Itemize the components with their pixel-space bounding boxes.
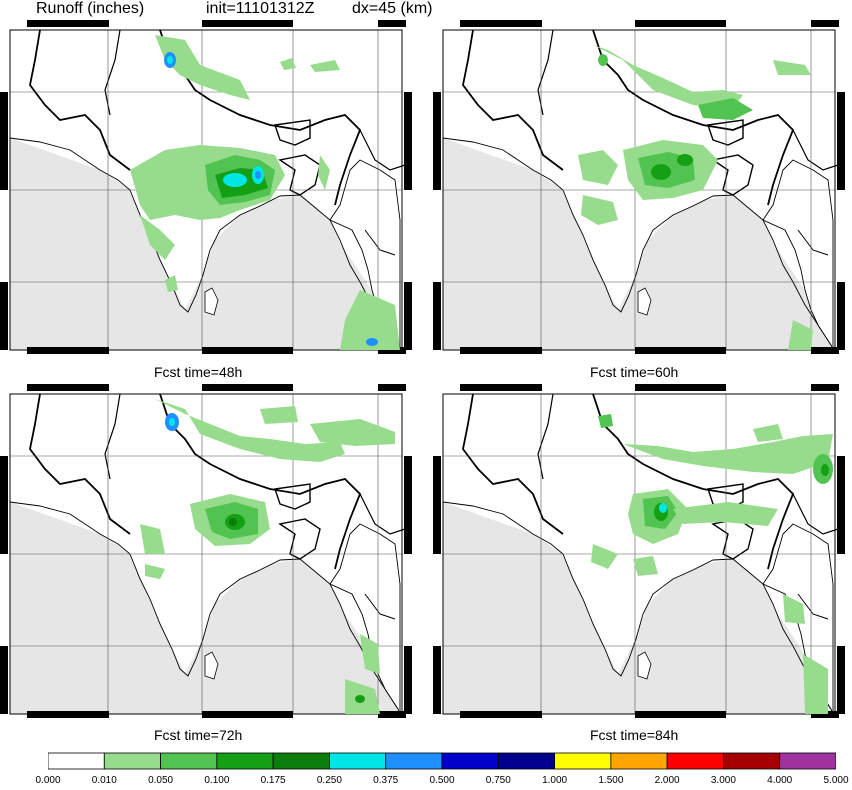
map-svg <box>0 20 412 355</box>
colorbar-swatch <box>723 752 781 770</box>
colorbar-tick-label: 0.750 <box>485 775 511 786</box>
colorbar-tick-label: 2.000 <box>654 775 680 786</box>
runoff-contours <box>591 414 833 714</box>
colorbar-swatch <box>441 752 499 770</box>
fcst-time-48h: Fcst time=48h <box>154 364 243 380</box>
colorbar-swatch <box>329 752 387 770</box>
colorbar-tick-label: 0.500 <box>429 775 455 786</box>
colorbar-swatch <box>497 752 555 770</box>
runoff-contours <box>130 35 400 350</box>
colorbar-swatch <box>666 752 724 770</box>
map-panel-84h <box>433 384 845 719</box>
colorbar-tick-label: 0.375 <box>373 775 399 786</box>
map-svg <box>433 384 845 719</box>
colorbar-swatch <box>779 752 836 770</box>
map-svg <box>0 384 412 719</box>
fcst-time-60h: Fcst time=60h <box>590 364 679 380</box>
runoff-contours <box>140 399 395 714</box>
colorbar-tick-label: 0.010 <box>91 775 117 786</box>
fcst-time-72h: Fcst time=72h <box>154 727 243 743</box>
fcst-time-84h: Fcst time=84h <box>590 727 679 743</box>
colorbar <box>48 752 836 770</box>
colorbar-swatch <box>610 752 668 770</box>
colorbar-tick-label: 1.500 <box>598 775 624 786</box>
map-panel-60h <box>433 20 845 355</box>
map-panel-48h <box>0 20 412 355</box>
colorbar-tick-label: 0.175 <box>260 775 286 786</box>
colorbar-tick-label: 0.000 <box>35 775 61 786</box>
colorbar-tick-label: 5.000 <box>823 775 849 786</box>
runoff-contours <box>578 45 813 350</box>
colorbar-tick-label: 0.250 <box>316 775 342 786</box>
colorbar-tick-label: 4.000 <box>767 775 793 786</box>
colorbar-swatch <box>554 752 612 770</box>
colorbar-tick-label: 0.100 <box>204 775 230 786</box>
init-time: init=11101312Z <box>206 0 315 17</box>
colorbar-swatch <box>103 752 161 770</box>
map-svg <box>433 20 845 355</box>
colorbar-swatch <box>160 752 218 770</box>
variable-title: Runoff (inches) <box>36 0 145 17</box>
colorbar-tick-label: 0.050 <box>148 775 174 786</box>
colorbar-swatch <box>48 752 105 770</box>
colorbar-tick-label: 3.000 <box>710 775 736 786</box>
colorbar-swatch <box>272 752 330 770</box>
colorbar-swatch <box>385 752 443 770</box>
grid-spacing: dx=45 (km) <box>352 0 433 17</box>
colorbar-swatch <box>216 752 274 770</box>
colorbar-tick-label: 1.000 <box>542 775 568 786</box>
map-panel-72h <box>0 384 412 719</box>
